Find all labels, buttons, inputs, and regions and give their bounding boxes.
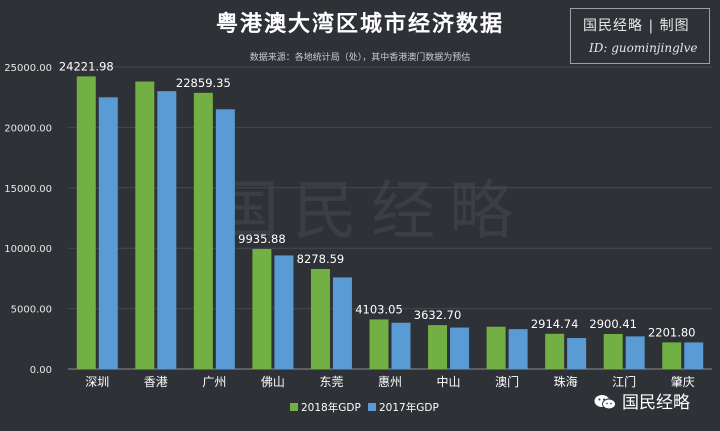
y-tick-label: 25000.00 (4, 63, 52, 74)
bar-2018 (369, 319, 389, 369)
bar-2018 (310, 268, 330, 369)
brand-line-1: 国民经略 | 制图 (583, 18, 690, 34)
bar-2018 (603, 333, 623, 369)
legend-swatch (368, 403, 376, 411)
y-tick-label: 5000.00 (11, 305, 52, 316)
legend-swatch (290, 403, 298, 411)
brand-box: 国民经略 | 制图 ID: guominjinglve (570, 8, 710, 64)
bar-2018 (545, 333, 565, 369)
data-label: 9935.88 (238, 232, 286, 246)
data-label: 24221.98 (59, 59, 114, 73)
data-label: 8278.59 (297, 252, 345, 266)
bar-2018 (76, 76, 96, 369)
chart-subtitle: 数据来源：各地统计局（处），其中香港澳门数据为预估 (249, 53, 471, 63)
bar-2017 (157, 91, 177, 369)
x-tick-label: 肇庆 (671, 374, 695, 389)
data-label: 3632.70 (414, 308, 462, 322)
x-tick-label: 珠海 (554, 374, 578, 389)
y-tick-label: 15000.00 (4, 184, 52, 195)
x-tick-label: 佛山 (261, 375, 285, 389)
y-tick-label: 20000.00 (4, 123, 52, 134)
data-label: 4103.05 (355, 302, 403, 316)
data-label: 22859.35 (176, 76, 231, 90)
brand-line-2: ID: guominjinglve (589, 41, 698, 55)
bar-2018 (428, 325, 448, 369)
bar-2018 (135, 81, 155, 369)
data-label: 2900.41 (589, 317, 637, 331)
x-tick-label: 东莞 (319, 375, 343, 389)
y-tick-label: 10000.00 (4, 244, 52, 255)
bar-2017 (391, 322, 411, 369)
chart-title: 粤港澳大湾区城市经济数据 (215, 12, 504, 37)
x-tick-label: 广州 (202, 375, 226, 389)
legend-label: 2018年GDP (301, 401, 361, 414)
data-label: 2201.80 (648, 325, 696, 339)
wechat-icon (594, 394, 616, 410)
bar-2018 (486, 326, 506, 369)
bar-2017 (625, 336, 645, 369)
x-tick-label: 香港 (144, 375, 168, 389)
bar-2017 (98, 97, 118, 369)
bar-2017 (274, 255, 294, 369)
bar-2017 (684, 342, 704, 369)
x-tick-label: 惠州 (378, 375, 402, 389)
bar-2017 (215, 109, 235, 369)
bar-2017 (567, 338, 587, 369)
data-label: 2914.74 (531, 317, 579, 331)
bar-2017 (450, 327, 470, 369)
bar-2018 (662, 342, 682, 369)
y-tick-label: 0.00 (30, 365, 52, 376)
wechat-label: 国民经略 (622, 393, 690, 413)
x-tick-label: 深圳 (85, 375, 109, 389)
x-tick-label: 澳门 (495, 374, 519, 389)
bar-2018 (252, 248, 272, 369)
x-tick-label: 江门 (612, 374, 636, 389)
wechat-brand: 国民经略 (594, 388, 690, 413)
legend-label: 2017年GDP (379, 401, 439, 414)
bar-2017 (332, 277, 352, 369)
bar-2017 (508, 329, 528, 369)
x-tick-label: 中山 (437, 374, 461, 389)
bar-2018 (193, 92, 213, 369)
